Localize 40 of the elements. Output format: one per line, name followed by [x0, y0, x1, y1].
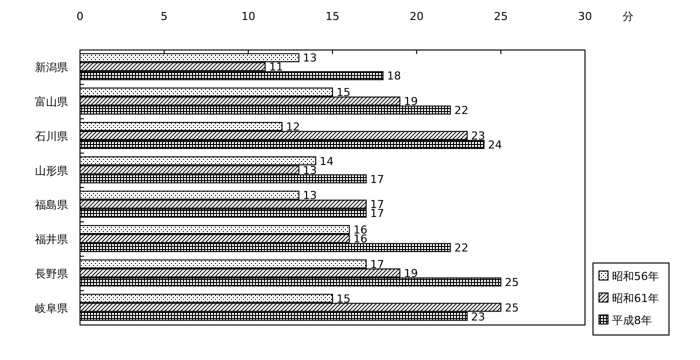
y-tick-label: 山形県: [35, 164, 68, 178]
data-label: 17: [370, 207, 384, 220]
x-tick-label: 25: [494, 10, 508, 23]
data-label: 17: [370, 258, 384, 271]
data-label: 25: [504, 276, 519, 289]
y-tick-label: 福井県: [35, 233, 68, 246]
x-tick-label: 15: [326, 10, 340, 23]
x-axis-title: 分: [622, 10, 634, 23]
data-label: 19: [404, 95, 418, 108]
y-tick-label: 新潟県: [35, 61, 68, 74]
data-label: 19: [404, 266, 418, 280]
data-label: 12: [286, 120, 300, 134]
data-label: 23: [471, 310, 486, 324]
x-tick-label: 10: [241, 10, 256, 23]
x-tick-label: 20: [410, 10, 424, 23]
data-label: 15: [336, 86, 350, 100]
data-label: 18: [387, 70, 401, 83]
y-tick-label: 福島県: [35, 198, 68, 212]
y-tick-label: 岐阜県: [35, 302, 68, 315]
data-label: 22: [454, 242, 468, 255]
data-label: 14: [320, 154, 334, 168]
data-label: 25: [504, 301, 519, 314]
x-tick-label: 5: [160, 10, 168, 23]
data-label: 17: [370, 172, 384, 186]
x-tick-label: 30: [578, 10, 592, 23]
data-label: 11: [269, 60, 284, 74]
data-label: 22: [454, 104, 468, 118]
data-label: 13: [302, 189, 317, 202]
legend-label: 昭和61年: [612, 292, 659, 305]
data-label: 13: [302, 164, 317, 177]
legend-label: 平成8年: [612, 314, 652, 327]
y-tick-label: 石川県: [35, 130, 68, 143]
x-tick-label: 0: [76, 10, 84, 23]
y-tick-label: 長野県: [35, 267, 68, 280]
data-label: 15: [336, 292, 350, 306]
y-tick-label: 富山県: [35, 96, 68, 109]
data-label: 23: [471, 129, 486, 142]
legend-label: 昭和56年: [612, 270, 659, 283]
data-label: 24: [488, 138, 502, 152]
data-label: 13: [302, 52, 317, 65]
